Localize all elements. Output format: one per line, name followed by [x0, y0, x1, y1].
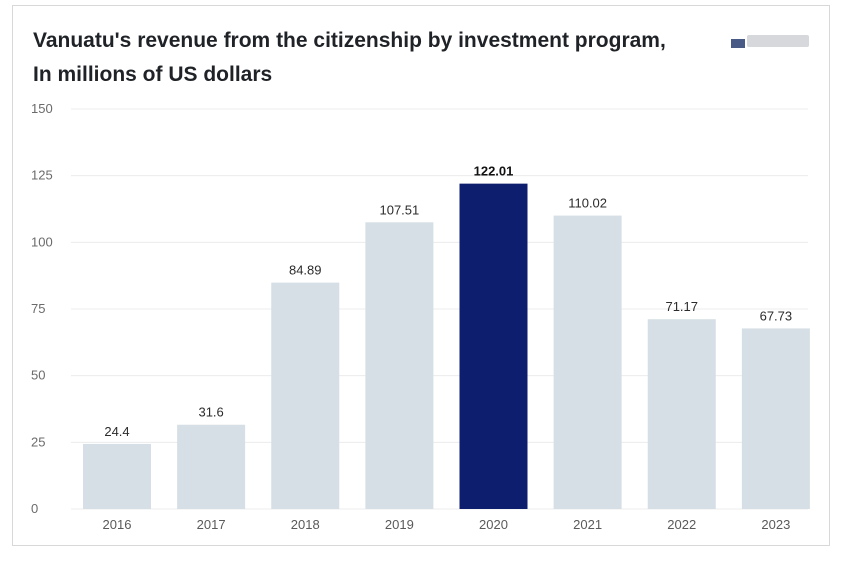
y-tick-label: 125 [31, 168, 53, 183]
y-tick-label: 50 [31, 368, 45, 383]
x-tick-label: 2016 [103, 517, 132, 532]
data-label-2017: 31.6 [198, 405, 223, 420]
data-label-2023: 67.73 [760, 308, 793, 323]
chart-title: Vanuatu's revenue from the citizenship b… [33, 29, 666, 86]
y-tick-label: 75 [31, 301, 45, 316]
bar-chart: 0 25 50 75 100 125 150 24.4 2016 31.6 2017 84.89 201… [31, 101, 810, 532]
logo-wordmark-icon [747, 35, 809, 47]
chart-frame: Vanuatu's revenue from the citizenship b… [12, 5, 830, 546]
bar-2017 [177, 424, 246, 509]
x-tick-label: 2023 [761, 517, 790, 532]
bar-2021 [553, 215, 622, 509]
bar-2023 [741, 328, 810, 509]
data-label-2018: 84.89 [289, 263, 322, 278]
y-tick-label: 150 [31, 101, 53, 116]
data-label-2019: 107.51 [379, 202, 419, 217]
bar-2019 [365, 222, 434, 509]
x-tick-label: 2019 [385, 517, 414, 532]
x-tick-label: 2022 [667, 517, 696, 532]
bar-2018 [271, 282, 340, 509]
logo-mark-icon [731, 39, 745, 48]
bar-2022 [647, 319, 716, 509]
data-label-2016: 24.4 [104, 424, 129, 439]
x-tick-label: 2017 [197, 517, 226, 532]
y-tick-label: 0 [31, 501, 38, 516]
bar-2020 [459, 183, 528, 509]
publisher-logo [731, 32, 813, 50]
data-label-2021: 110.02 [568, 196, 607, 211]
bar-2016 [83, 443, 151, 509]
data-label-2022: 71.17 [665, 299, 698, 314]
x-tick-label: 2021 [573, 517, 602, 532]
y-tick-label: 25 [31, 434, 45, 449]
x-tick-label: 2018 [291, 517, 320, 532]
x-tick-label: 2020 [479, 517, 508, 532]
data-label-2020: 122.01 [474, 164, 514, 179]
y-tick-label: 100 [31, 234, 53, 249]
